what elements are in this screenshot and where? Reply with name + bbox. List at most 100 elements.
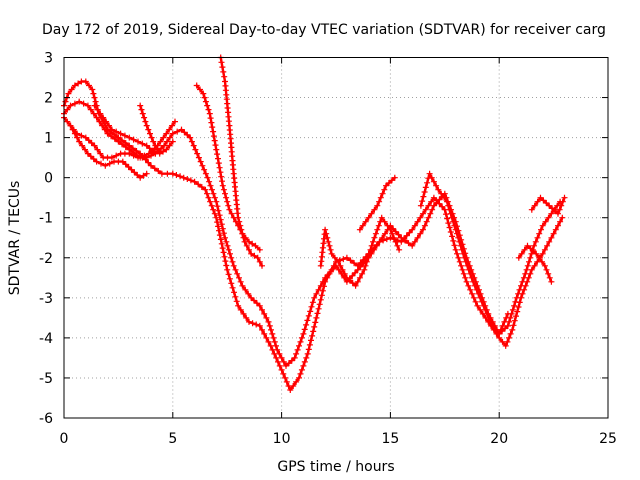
data-point (94, 106, 101, 113)
data-point (349, 272, 356, 279)
data-point (140, 172, 147, 179)
data-point (444, 198, 450, 205)
data-point (287, 387, 294, 393)
data-point (468, 274, 475, 281)
chart-title: Day 172 of 2019, Sidereal Day-to-day VTE… (42, 22, 606, 38)
data-point (365, 254, 371, 261)
data-point (411, 238, 418, 245)
data-point (297, 338, 304, 345)
data-point (84, 150, 91, 157)
data-point (204, 190, 210, 197)
data-point (184, 131, 191, 138)
data-point (97, 150, 104, 157)
series-track-1 (61, 78, 566, 393)
data-point (119, 141, 125, 148)
data-point (317, 282, 324, 289)
y-tick-label: 0 (44, 171, 53, 187)
data-point (224, 242, 231, 249)
data-point (343, 274, 350, 281)
data-point (539, 250, 546, 257)
data-point (243, 314, 250, 321)
data-point (558, 202, 565, 209)
data-point (207, 182, 214, 189)
data-point (147, 130, 153, 137)
data-point (504, 310, 511, 317)
data-point (222, 234, 228, 241)
data-point (317, 296, 324, 303)
data-point (69, 126, 76, 133)
data-point (539, 258, 545, 265)
series-track-12 (515, 242, 555, 285)
series-track-9 (317, 214, 403, 289)
data-point (487, 318, 494, 325)
data-point (389, 230, 396, 237)
data-point (108, 133, 115, 140)
data-point (312, 319, 319, 326)
data-point (276, 350, 283, 357)
data-point (531, 242, 537, 249)
data-point (306, 341, 313, 348)
data-point (166, 134, 173, 141)
data-point (71, 82, 78, 89)
data-point (503, 314, 510, 321)
data-point (428, 198, 435, 205)
data-point (372, 230, 379, 237)
data-point (467, 286, 474, 293)
data-point (137, 154, 144, 161)
data-point (235, 302, 242, 309)
data-point (451, 242, 458, 249)
data-point (374, 226, 381, 233)
data-point (104, 130, 111, 137)
data-point (246, 246, 252, 253)
data-point (465, 282, 472, 289)
data-point (456, 238, 463, 245)
data-point (537, 194, 544, 201)
data-point (524, 262, 531, 269)
y-tick-label: -2 (39, 251, 53, 267)
data-point (444, 215, 451, 222)
data-point (202, 186, 209, 193)
data-point (421, 222, 428, 229)
data-point (71, 130, 78, 137)
data-point (91, 142, 98, 149)
data-point (469, 290, 475, 297)
data-point (462, 258, 469, 265)
data-point (301, 358, 308, 365)
data-point (67, 102, 74, 109)
data-point (368, 242, 375, 249)
data-point (191, 178, 198, 185)
data-point (137, 102, 144, 109)
x-tick-label: 5 (168, 431, 177, 447)
data-point (122, 161, 129, 168)
data-point (449, 233, 456, 240)
data-point (519, 278, 526, 285)
data-point (421, 189, 428, 195)
data-point (97, 110, 104, 117)
data-point (219, 245, 226, 252)
data-point (249, 240, 256, 247)
data-point (102, 162, 109, 169)
data-point (441, 194, 448, 201)
x-axis-label: GPS time / hours (277, 459, 394, 475)
x-tick-label: 20 (490, 431, 508, 447)
data-point (213, 146, 220, 153)
data-point (548, 278, 555, 285)
data-point (236, 274, 242, 281)
data-point (169, 170, 176, 177)
data-point (362, 218, 369, 225)
data-point (237, 278, 244, 285)
data-point (371, 206, 378, 213)
data-point (283, 378, 290, 385)
data-point (78, 132, 85, 139)
y-tick-label: 2 (44, 91, 53, 107)
data-point (426, 170, 433, 177)
data-point (522, 270, 529, 277)
data-point (515, 254, 522, 261)
data-point (327, 268, 334, 275)
data-point (543, 200, 550, 206)
data-point (270, 334, 277, 341)
data-point (184, 176, 191, 182)
data-point (221, 73, 228, 80)
data-point (406, 229, 413, 236)
